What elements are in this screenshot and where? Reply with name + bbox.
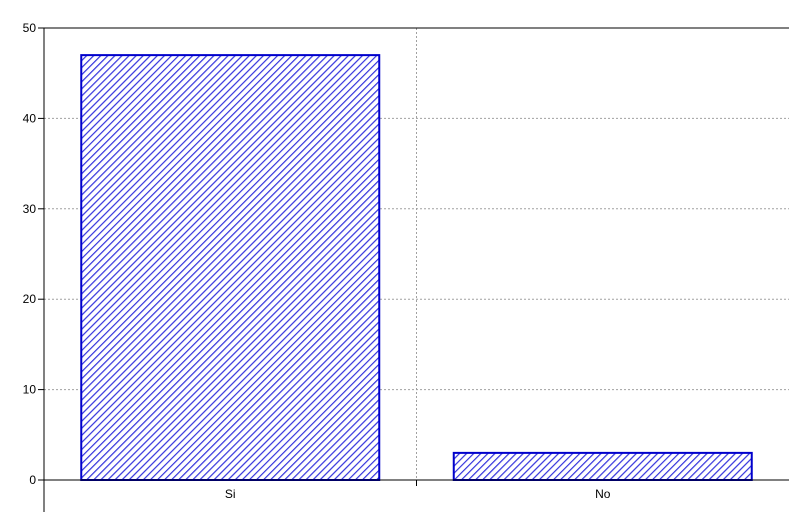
y-axis-ticks: 0 10 20 30 40 50	[23, 21, 44, 487]
y-tick-label-20: 20	[23, 292, 37, 306]
y-tick-label-30: 30	[23, 202, 37, 216]
x-tick-label-no: No	[595, 487, 611, 501]
x-tick-label-si: Si	[225, 487, 236, 501]
y-tick-label-0: 0	[29, 473, 36, 487]
bar-no	[454, 453, 752, 480]
y-tick-label-10: 10	[23, 383, 37, 397]
y-tick-label-40: 40	[23, 111, 37, 125]
bar-si	[81, 55, 379, 480]
y-tick-label-50: 50	[23, 21, 37, 35]
x-axis-ticks: Si No	[225, 480, 611, 501]
